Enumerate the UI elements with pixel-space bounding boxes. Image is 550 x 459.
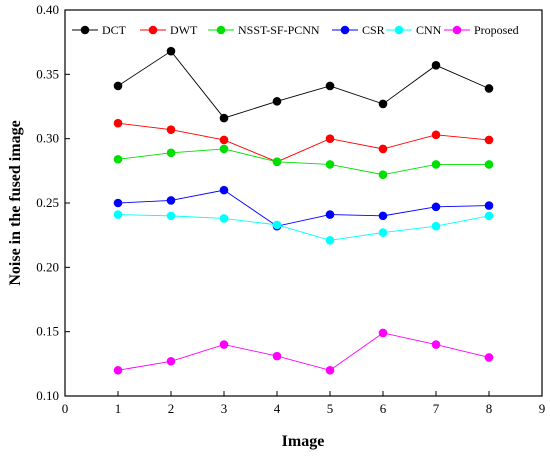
legend-swatch-marker [340, 25, 350, 35]
data-point-dwt [378, 144, 388, 154]
legend-label: DWT [170, 23, 198, 37]
data-point-csr [484, 201, 494, 210]
data-point-dct [325, 81, 335, 91]
legend-label: CNN [416, 23, 442, 37]
data-point-dct [113, 81, 123, 91]
data-point-proposed [484, 353, 494, 362]
legend-swatch-marker [452, 25, 462, 35]
data-point-proposed [113, 365, 123, 375]
data-point-proposed [431, 340, 441, 349]
data-point-proposed [378, 328, 388, 338]
data-point-dct [219, 113, 229, 123]
x-tick-label: 0 [62, 401, 69, 416]
y-tick-label: 0.25 [36, 195, 59, 210]
legend-item-dwt: DWT [140, 23, 198, 37]
x-tick-label: 5 [327, 401, 334, 416]
y-tick-label: 0.20 [36, 259, 59, 274]
x-tick-label: 7 [433, 401, 440, 416]
y-tick-label: 0.35 [36, 66, 59, 81]
data-point-cnn [166, 211, 176, 221]
legend-label: Proposed [474, 23, 519, 37]
series-nsst-sf-pcnn [113, 144, 494, 179]
y-tick-label: 0.40 [36, 2, 59, 17]
data-point-dwt [219, 135, 229, 145]
data-point-cnn [325, 236, 335, 245]
data-point-csr [166, 196, 176, 205]
data-point-csr [113, 198, 123, 208]
data-point-cnn [113, 210, 123, 219]
series-group [113, 46, 494, 375]
y-axis-title: Noise in the fused image [7, 120, 24, 285]
data-point-dwt [484, 135, 494, 145]
y-tick-label: 0.15 [36, 324, 59, 339]
x-tick-label: 8 [486, 401, 493, 416]
data-point-cnn [272, 220, 282, 230]
legend-label: CSR [362, 23, 385, 37]
y-tick-label: 0.30 [36, 131, 59, 146]
legend-swatch-marker [216, 25, 226, 35]
series-cnn [113, 210, 494, 245]
data-point-nsst-sf-pcnn [219, 144, 229, 154]
x-tick-label: 2 [168, 401, 175, 416]
data-point-csr [219, 185, 229, 195]
legend-item-cnn: CNN [386, 23, 442, 37]
legend-item-nsst-sf-pcnn: NSST-SF-PCNN [208, 23, 320, 37]
plot-frame [64, 9, 543, 397]
data-point-nsst-sf-pcnn [325, 160, 335, 169]
data-point-csr [431, 202, 441, 212]
legend-item-proposed: Proposed [444, 23, 519, 37]
legend-swatch-marker [394, 25, 404, 35]
data-point-nsst-sf-pcnn [431, 160, 441, 169]
data-point-csr [325, 210, 335, 219]
data-point-dct [272, 97, 282, 106]
series-line-nsst-sf-pcnn [117, 148, 489, 176]
series-line-dwt [117, 122, 490, 163]
legend: DCT DWT NSST-SF-PCNN CSR CNN Proposed [72, 23, 519, 37]
data-point-nsst-sf-pcnn [378, 170, 388, 179]
data-point-proposed [219, 340, 229, 349]
legend-swatch-marker [80, 25, 90, 35]
x-tick-label: 4 [274, 401, 281, 416]
data-point-nsst-sf-pcnn [166, 148, 176, 158]
data-point-cnn [378, 228, 388, 237]
series-line-dct [117, 50, 490, 119]
x-tick-label: 9 [539, 401, 546, 416]
data-point-proposed [166, 356, 176, 366]
data-point-nsst-sf-pcnn [113, 154, 123, 164]
legend-label: NSST-SF-PCNN [238, 23, 320, 37]
legend-label: DCT [102, 23, 127, 37]
series-proposed [113, 328, 494, 375]
data-point-nsst-sf-pcnn [484, 160, 494, 169]
series-line-proposed [117, 332, 490, 371]
data-point-dwt [325, 134, 335, 143]
x-tick-label: 6 [380, 401, 387, 416]
data-point-proposed [325, 365, 335, 375]
data-point-proposed [272, 351, 282, 361]
data-point-csr [378, 211, 388, 221]
data-point-dwt [113, 118, 123, 128]
x-tick-label: 3 [221, 401, 228, 416]
data-point-dwt [166, 125, 176, 134]
y-tick-label: 0.10 [36, 388, 59, 403]
data-point-dct [166, 46, 176, 56]
data-point-dct [484, 84, 494, 93]
data-point-dwt [431, 130, 441, 140]
data-point-cnn [431, 221, 441, 231]
legend-item-dct: DCT [72, 23, 127, 37]
legend-swatch-marker [148, 25, 158, 35]
data-point-dct [378, 99, 388, 109]
series-line-csr [117, 189, 490, 227]
data-point-dct [431, 61, 441, 70]
data-point-cnn [484, 211, 494, 221]
data-point-nsst-sf-pcnn [272, 157, 282, 167]
legend-item-csr: CSR [332, 23, 385, 37]
x-axis-title: Image [282, 433, 325, 450]
x-tick-label: 1 [115, 401, 122, 416]
data-point-cnn [219, 214, 229, 223]
series-dct [113, 46, 494, 123]
series-line-cnn [117, 214, 490, 241]
series-dwt [113, 118, 494, 167]
axis-ticks: 0 1 2 3 4 5 6 7 8 9 0.10 0.15 0.20 0.25 0.30 0.35 0.40 [36, 2, 545, 416]
